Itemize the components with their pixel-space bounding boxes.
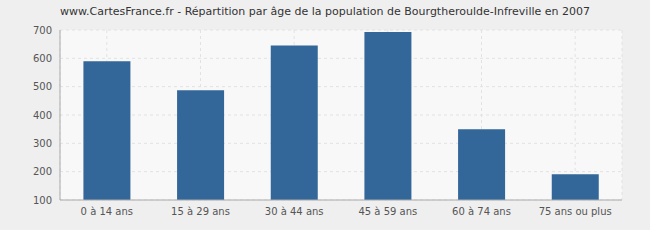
svg-text:300: 300	[33, 138, 52, 149]
svg-text:700: 700	[33, 25, 52, 36]
svg-text:200: 200	[33, 166, 52, 177]
svg-text:500: 500	[33, 81, 52, 92]
svg-text:0 à 14 ans: 0 à 14 ans	[81, 206, 133, 217]
html-text:www.CartesFrance.fr - Répartit: www.CartesFrance.fr - Répartition par âg…	[60, 5, 590, 18]
svg-text:100: 100	[33, 195, 52, 206]
svg-text:600: 600	[33, 53, 52, 64]
svg-text:60 à 74 ans: 60 à 74 ans	[452, 206, 511, 217]
svg-text:30 à 44 ans: 30 à 44 ans	[265, 206, 324, 217]
svg-text:15 à 29 ans: 15 à 29 ans	[171, 206, 230, 217]
svg-text:45 à 59 ans: 45 à 59 ans	[358, 206, 417, 217]
svg-text:75 ans ou plus: 75 ans ou plus	[539, 206, 612, 217]
svg-text:400: 400	[33, 110, 52, 121]
